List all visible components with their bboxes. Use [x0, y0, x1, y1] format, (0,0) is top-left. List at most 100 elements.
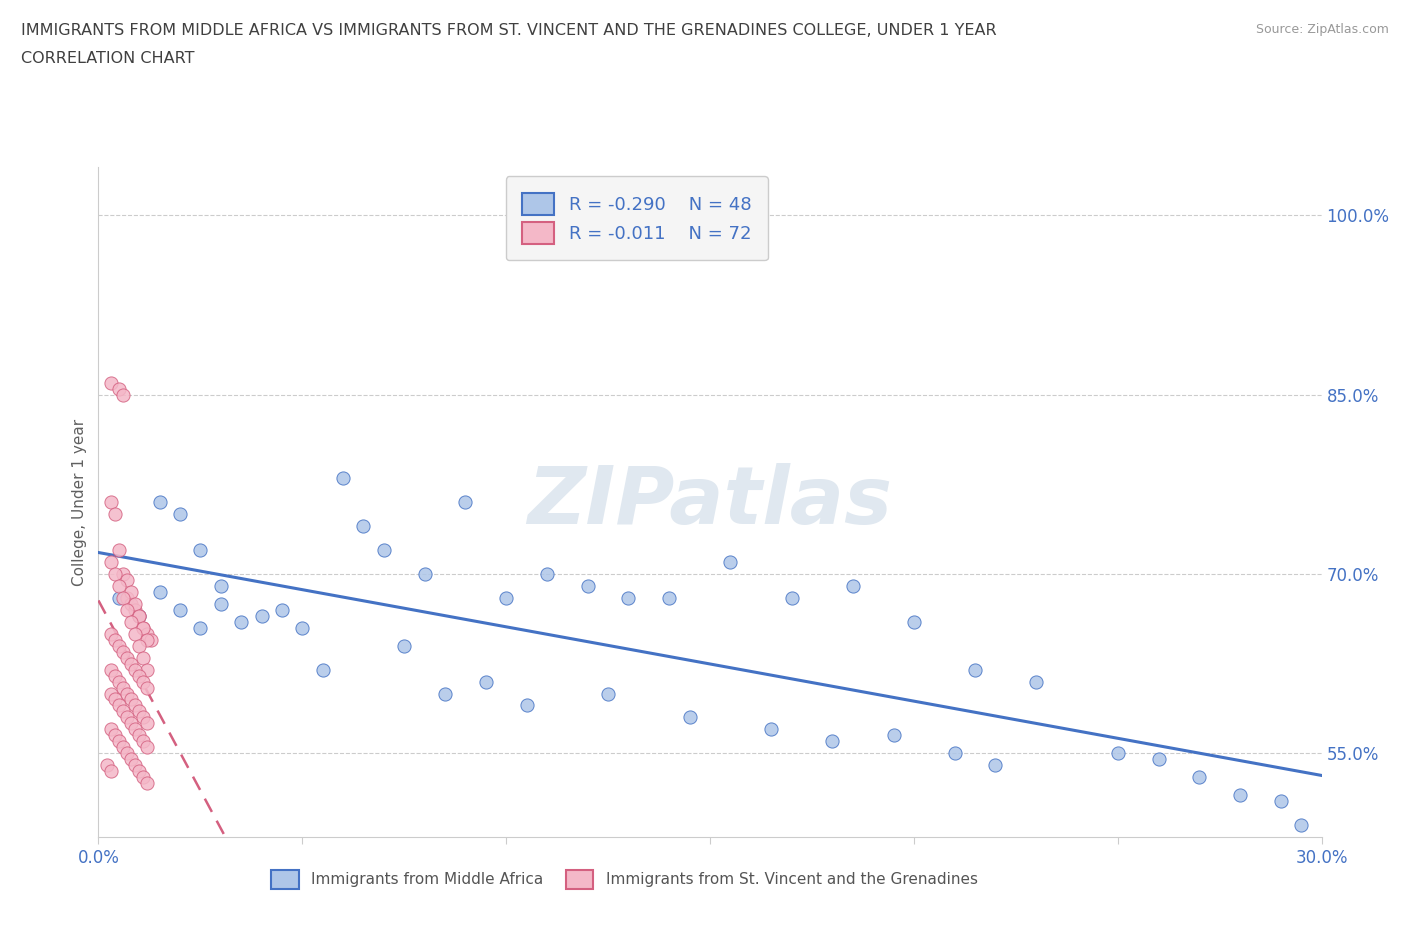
Point	[124, 626, 146, 641]
Point	[474, 674, 498, 689]
Point	[100, 626, 122, 641]
Point	[104, 728, 127, 743]
Point	[108, 542, 131, 557]
Point	[516, 698, 538, 713]
Text: IMMIGRANTS FROM MIDDLE AFRICA VS IMMIGRANTS FROM ST. VINCENT AND THE GRENADINES : IMMIGRANTS FROM MIDDLE AFRICA VS IMMIGRA…	[21, 23, 997, 38]
Point	[111, 591, 134, 605]
Point	[111, 387, 134, 402]
Point	[108, 698, 131, 713]
Point	[111, 644, 134, 659]
Point	[1270, 793, 1292, 808]
Point	[136, 680, 159, 695]
Point	[115, 591, 138, 605]
Point	[136, 632, 159, 647]
Point	[136, 776, 159, 790]
Point	[115, 573, 138, 588]
Point	[108, 578, 131, 593]
Point	[495, 591, 517, 605]
Point	[821, 734, 844, 749]
Point	[720, 554, 742, 569]
Point	[111, 740, 134, 755]
Point	[149, 495, 172, 510]
Point	[120, 584, 142, 599]
Point	[100, 554, 122, 569]
Point	[124, 758, 146, 773]
Point	[104, 692, 127, 707]
Point	[136, 740, 159, 755]
Point	[761, 722, 783, 737]
Point	[132, 770, 155, 785]
Point	[188, 542, 212, 557]
Point	[100, 375, 122, 390]
Point	[454, 495, 477, 510]
Point	[352, 519, 374, 534]
Point	[132, 710, 155, 724]
Point	[111, 704, 134, 719]
Point	[903, 615, 925, 630]
Text: ZIPatlas: ZIPatlas	[527, 463, 893, 541]
Point	[132, 650, 155, 665]
Point	[100, 722, 122, 737]
Point	[209, 596, 232, 611]
Point	[1147, 751, 1170, 766]
Point	[617, 591, 640, 605]
Point	[332, 471, 354, 485]
Point	[100, 662, 122, 677]
Point	[270, 603, 294, 618]
Point	[128, 608, 150, 623]
Point	[111, 566, 134, 581]
Point	[883, 728, 905, 743]
Point	[136, 662, 159, 677]
Point	[124, 662, 146, 677]
Point	[1107, 746, 1129, 761]
Point	[120, 751, 142, 766]
Point	[1229, 788, 1251, 803]
Point	[108, 734, 131, 749]
Point	[115, 746, 138, 761]
Point	[104, 668, 127, 683]
Point	[965, 662, 987, 677]
Point	[132, 734, 155, 749]
Point	[132, 620, 155, 635]
Point	[943, 746, 966, 761]
Point	[169, 507, 191, 522]
Point	[115, 710, 138, 724]
Point	[124, 596, 146, 611]
Point	[100, 764, 122, 778]
Point	[124, 603, 146, 618]
Point	[100, 495, 122, 510]
Point	[598, 686, 620, 701]
Point	[128, 704, 150, 719]
Point	[413, 566, 436, 581]
Point	[373, 542, 395, 557]
Point	[104, 566, 127, 581]
Point	[312, 662, 335, 677]
Point	[120, 657, 142, 671]
Point	[115, 686, 138, 701]
Point	[291, 620, 314, 635]
Point	[128, 608, 150, 623]
Point	[1291, 817, 1313, 832]
Point	[108, 638, 131, 653]
Point	[132, 674, 155, 689]
Point	[780, 591, 803, 605]
Point	[136, 626, 159, 641]
Point	[115, 650, 138, 665]
Point	[128, 638, 150, 653]
Point	[209, 578, 232, 593]
Point	[141, 632, 163, 647]
Point	[231, 615, 253, 630]
Point	[679, 710, 702, 724]
Point	[120, 716, 142, 731]
Point	[576, 578, 599, 593]
Point	[115, 603, 138, 618]
Point	[108, 381, 131, 396]
Legend: Immigrants from Middle Africa, Immigrants from St. Vincent and the Grenadines: Immigrants from Middle Africa, Immigrant…	[263, 862, 986, 897]
Y-axis label: College, Under 1 year: College, Under 1 year	[72, 418, 87, 586]
Point	[104, 632, 127, 647]
Point	[120, 692, 142, 707]
Point	[100, 686, 122, 701]
Point	[169, 603, 191, 618]
Point	[124, 722, 146, 737]
Point	[1188, 770, 1211, 785]
